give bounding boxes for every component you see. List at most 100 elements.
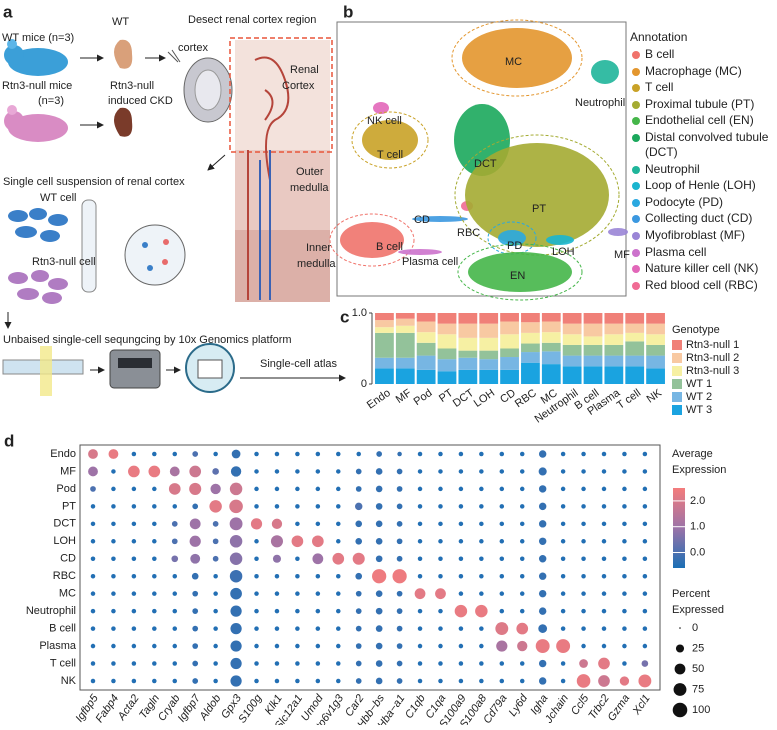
legend-entry: T cell [630, 80, 776, 95]
legend-entry: Plasma cell [630, 245, 776, 260]
dot [458, 521, 464, 527]
y-tick-label: 0 [361, 378, 367, 390]
dot [213, 678, 218, 684]
dot [375, 590, 383, 597]
dot [315, 643, 321, 649]
dot [538, 677, 547, 685]
dot [336, 626, 341, 631]
dot [576, 674, 591, 688]
dot [499, 608, 505, 614]
cluster [546, 235, 574, 245]
dot [172, 626, 178, 631]
dot [396, 468, 403, 475]
x-tick-label: T cell [615, 387, 643, 412]
bar-segment [479, 337, 499, 351]
dot [642, 451, 648, 457]
schematic-label: Cortex [282, 80, 315, 92]
dot [519, 486, 525, 492]
x-tick-label: Pod [412, 387, 435, 408]
dot [535, 639, 550, 654]
legend-label: Red blood cell (RBC) [645, 277, 758, 292]
dot [152, 451, 157, 457]
cluster-label: DCT [474, 158, 497, 170]
dot [213, 591, 218, 596]
dot [458, 661, 464, 666]
bar-segment [395, 368, 415, 384]
dot [499, 539, 505, 544]
dot [152, 661, 157, 666]
legend-label: Myofibroblast (MF) [645, 227, 746, 242]
dot [601, 486, 607, 492]
dot [189, 482, 202, 495]
dot [355, 625, 362, 632]
dot [438, 469, 443, 474]
dot [479, 591, 484, 596]
dot [295, 643, 300, 649]
dot [90, 626, 96, 631]
dot [581, 626, 586, 631]
bar-segment [646, 323, 665, 335]
bar-segment [375, 368, 394, 384]
dot [581, 451, 586, 457]
bar-segment [521, 362, 540, 384]
dot [396, 503, 403, 510]
dot [295, 678, 300, 684]
dot [274, 643, 280, 649]
dot [458, 573, 464, 579]
dot [212, 538, 219, 545]
dot [336, 573, 341, 579]
dot [131, 608, 137, 614]
bar-segment [562, 366, 582, 384]
dot [230, 675, 242, 687]
schematic-label: Renal [290, 64, 319, 76]
dot [438, 608, 443, 614]
dot [417, 661, 423, 666]
row-label: DCT [53, 518, 76, 530]
dot [336, 661, 341, 666]
dot [274, 504, 280, 509]
panel-label: c [340, 307, 349, 326]
cluster-label: Neutrophil [575, 97, 625, 109]
dot [475, 604, 488, 618]
dot [499, 573, 505, 579]
dot [131, 643, 137, 649]
dot [454, 604, 468, 618]
dot [479, 643, 484, 649]
dot [270, 535, 284, 548]
bar-segment [646, 344, 665, 356]
dot [375, 485, 383, 493]
dot [212, 520, 219, 527]
cluster [412, 216, 468, 222]
dot [438, 643, 443, 649]
cluster-label: B cell [376, 241, 403, 253]
dot [131, 678, 137, 684]
dot [90, 521, 96, 527]
bar-segment [375, 327, 394, 333]
dot [538, 450, 547, 458]
dot [315, 626, 321, 631]
dot [131, 591, 137, 596]
legend-entry: Endothelial cell (EN) [630, 113, 776, 128]
dot [274, 486, 280, 492]
dot [271, 518, 283, 530]
dot [254, 556, 259, 562]
dot [172, 573, 178, 579]
dot [213, 608, 218, 614]
dot [128, 465, 140, 478]
bar-segment [583, 366, 603, 384]
dot [213, 573, 218, 579]
dot [397, 451, 402, 457]
dot [213, 626, 218, 631]
dot [638, 674, 652, 688]
bar-segment [521, 313, 540, 323]
legend-swatch [672, 379, 682, 389]
bar-segment [541, 321, 561, 333]
dot [291, 535, 304, 548]
legend-entry: Proximal tubule (PT) [630, 97, 776, 112]
cluster [591, 60, 619, 84]
dot [274, 626, 280, 631]
dot [581, 504, 586, 509]
dot [458, 539, 464, 544]
dot [336, 591, 341, 596]
